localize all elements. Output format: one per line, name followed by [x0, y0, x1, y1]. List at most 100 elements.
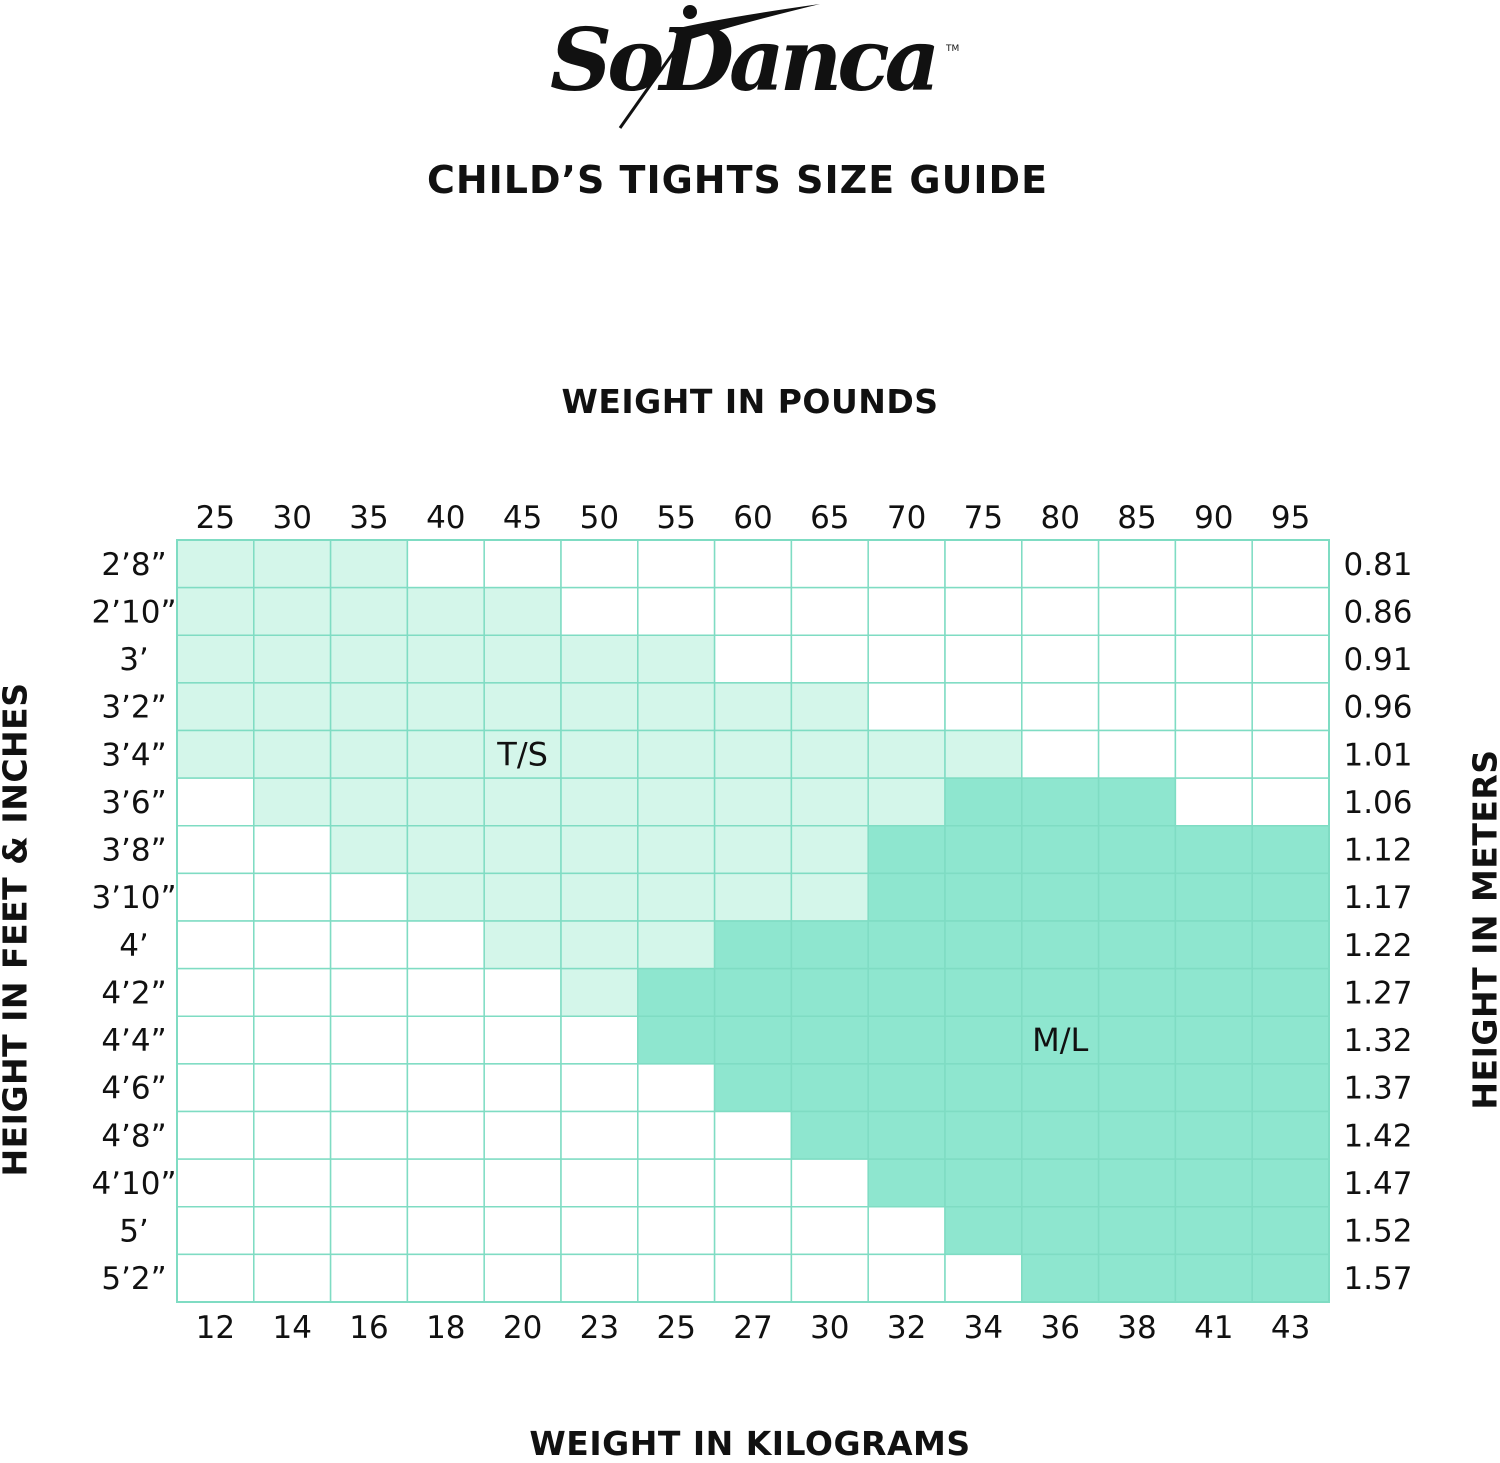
grid-cell: [177, 921, 254, 969]
grid-cell: [1252, 540, 1329, 588]
y-tick-feet-inches: 3’10”: [91, 880, 176, 916]
grid-cell: [1022, 1112, 1099, 1160]
grid-cell: [407, 826, 484, 874]
grid-cell: [868, 1064, 945, 1112]
grid-cell: [331, 1207, 408, 1255]
grid-cell: [791, 778, 868, 826]
x-tick-pounds: 80: [1040, 500, 1079, 536]
y-tick-meters: 1.52: [1343, 1214, 1412, 1250]
grid-cell: [868, 731, 945, 779]
x-tick-kilograms: 14: [272, 1310, 311, 1346]
grid-cell: [407, 683, 484, 731]
size-region-label: M/L: [1032, 1021, 1088, 1059]
grid-cell: [177, 635, 254, 683]
grid-cell: [177, 1254, 254, 1302]
grid-cell: [407, 1159, 484, 1207]
grid-cell: [177, 969, 254, 1017]
x-tick-pounds: 40: [426, 500, 465, 536]
grid-cell: [177, 1016, 254, 1064]
grid-cell: [1252, 873, 1329, 921]
grid-cell: [638, 588, 715, 636]
grid-cell: [254, 540, 331, 588]
grid-cell: [484, 1159, 561, 1207]
y-tick-feet-inches: 5’: [119, 1214, 149, 1250]
grid-cell: [868, 540, 945, 588]
grid-cell: [484, 921, 561, 969]
grid-cell: [945, 921, 1022, 969]
grid-cell: [1022, 588, 1099, 636]
x-tick-pounds: 30: [272, 500, 311, 536]
x-tick-kilograms: 34: [964, 1310, 1003, 1346]
grid-cell: [868, 683, 945, 731]
grid-cell: [638, 921, 715, 969]
grid-cell: [254, 873, 331, 921]
grid-cell: [868, 969, 945, 1017]
grid-cell: [1175, 1016, 1252, 1064]
grid-cell: [484, 873, 561, 921]
x-tick-pounds: 25: [196, 500, 235, 536]
grid-cell: [1252, 1159, 1329, 1207]
grid-cell: [484, 1254, 561, 1302]
x-tick-pounds: 35: [349, 500, 388, 536]
grid-cell: [331, 1064, 408, 1112]
y-tick-feet-inches: 4’10”: [91, 1166, 176, 1202]
x-tick-pounds: 95: [1271, 500, 1310, 536]
grid-cell: [1252, 1207, 1329, 1255]
grid-cell: [715, 969, 792, 1017]
grid-cell: [484, 1112, 561, 1160]
grid-cell: [791, 1016, 868, 1064]
grid-cell: [1099, 683, 1176, 731]
grid-cell: [638, 778, 715, 826]
grid-cell: [1175, 1159, 1252, 1207]
grid-cell: [791, 969, 868, 1017]
grid-cell: [561, 873, 638, 921]
grid-cell: [715, 778, 792, 826]
grid-cell: [407, 635, 484, 683]
grid-cell: [407, 873, 484, 921]
grid-cell: [561, 969, 638, 1017]
grid-cell: [868, 826, 945, 874]
grid-cell: [868, 635, 945, 683]
grid-cell: [715, 1254, 792, 1302]
y-tick-meters: 1.42: [1343, 1118, 1412, 1154]
grid-cell: [1022, 921, 1099, 969]
grid-cell: [1175, 1064, 1252, 1112]
grid-cell: [1099, 1254, 1176, 1302]
y-tick-feet-inches: 4’: [119, 928, 149, 964]
grid-cell: [638, 1159, 715, 1207]
grid-cell: [561, 778, 638, 826]
grid-cell: [177, 1159, 254, 1207]
grid-cell: [945, 1254, 1022, 1302]
grid-cell: [254, 1112, 331, 1160]
grid-cell: [1175, 635, 1252, 683]
grid-cell: [1175, 826, 1252, 874]
grid-cell: [561, 731, 638, 779]
x-tick-pounds: 50: [580, 500, 619, 536]
grid-cell: [177, 588, 254, 636]
grid-cell: [945, 635, 1022, 683]
grid-cell: [638, 826, 715, 874]
grid-cell: [254, 1159, 331, 1207]
grid-cell: [177, 1064, 254, 1112]
grid-cell: [561, 1159, 638, 1207]
grid-cell: [1099, 1159, 1176, 1207]
x-tick-kilograms: 25: [656, 1310, 695, 1346]
grid-cell: [1175, 921, 1252, 969]
grid-cell: [561, 1254, 638, 1302]
grid-cell: [945, 1159, 1022, 1207]
grid-cell: [715, 1016, 792, 1064]
grid-cell: [254, 588, 331, 636]
grid-cell: [1022, 1064, 1099, 1112]
grid-cell: [1175, 1207, 1252, 1255]
grid-cell: [254, 635, 331, 683]
y-tick-meters: 1.12: [1343, 833, 1412, 869]
grid-cell: [1252, 635, 1329, 683]
size-region-label: T/S: [496, 735, 548, 773]
grid-cell: [177, 683, 254, 731]
grid-cell: [1099, 969, 1176, 1017]
x-tick-kilograms: 30: [810, 1310, 849, 1346]
grid-cell: [177, 1112, 254, 1160]
grid-cell: [715, 683, 792, 731]
grid-cell: [484, 969, 561, 1017]
grid-cell: [407, 588, 484, 636]
